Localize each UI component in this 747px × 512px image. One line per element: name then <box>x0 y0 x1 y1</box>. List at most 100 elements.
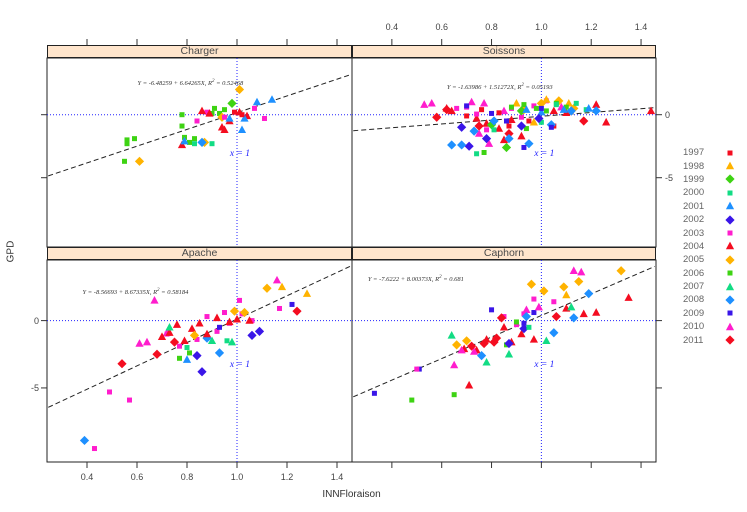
data-point <box>531 103 537 109</box>
y-tick-label-left: 0 <box>33 315 39 326</box>
data-point <box>518 114 524 120</box>
data-point <box>469 126 479 136</box>
data-point <box>209 110 215 116</box>
data-point <box>132 136 137 142</box>
data-point <box>457 122 467 132</box>
data-point <box>522 105 531 113</box>
data-point <box>484 139 494 147</box>
data-point <box>165 328 174 336</box>
data-point <box>526 118 532 124</box>
legend-year-label: 2009 <box>683 307 705 319</box>
data-point <box>548 124 554 130</box>
data-point <box>179 123 185 129</box>
data-point <box>538 119 544 125</box>
data-point <box>484 127 490 133</box>
data-point <box>727 310 733 316</box>
equation-text: Y = -8.56693 + 8.67335X, R2 = 0.58184 <box>82 288 189 297</box>
data-point <box>521 311 532 322</box>
legend-item: 2007 <box>683 280 735 293</box>
data-point <box>227 98 237 108</box>
data-point <box>725 174 735 185</box>
data-point <box>212 313 222 322</box>
data-point <box>496 313 507 323</box>
data-point <box>470 347 479 355</box>
data-point <box>465 380 474 389</box>
data-point <box>92 446 97 452</box>
data-point <box>451 392 457 398</box>
x-tick-label-top: 1.2 <box>584 22 598 32</box>
legend-year-label: 2006 <box>683 267 705 279</box>
data-point <box>725 242 735 250</box>
data-point <box>134 156 145 166</box>
data-point <box>232 314 242 323</box>
data-point <box>474 151 480 157</box>
data-point <box>302 289 312 297</box>
data-point <box>427 99 436 107</box>
data-point <box>122 158 127 164</box>
data-point <box>474 121 484 131</box>
data-point <box>184 345 190 351</box>
legend-year-label: 1997 <box>683 147 705 159</box>
data-point <box>534 302 543 311</box>
data-point <box>526 279 537 289</box>
data-point <box>521 320 527 326</box>
data-point <box>224 338 230 344</box>
x-tick-label-top: 0.8 <box>485 22 498 32</box>
legend-symbol-icon <box>725 335 735 345</box>
legend-symbol-icon <box>725 282 735 290</box>
data-point <box>725 335 735 345</box>
panel-title-apache: Apache <box>181 247 218 259</box>
data-point <box>239 307 250 318</box>
data-point <box>725 161 735 170</box>
legend-symbol-icon <box>725 201 735 210</box>
data-point <box>507 115 516 123</box>
data-point <box>725 201 735 210</box>
data-point <box>262 283 272 293</box>
data-point <box>551 299 557 305</box>
legend-item: 2006 <box>683 267 735 280</box>
legend-year-label: 2000 <box>683 187 705 199</box>
data-point <box>584 289 594 299</box>
data-point <box>529 117 538 126</box>
legend: 1997 1998 1999 2000 2001 2002 2003 2004 2005 2006… <box>683 146 735 347</box>
data-point <box>464 141 474 151</box>
data-point <box>447 140 457 150</box>
legend-symbol-icon <box>725 322 735 330</box>
data-point <box>542 95 551 103</box>
legend-item: 2011 <box>683 333 735 346</box>
data-point <box>479 338 489 349</box>
data-point <box>127 397 132 403</box>
data-point <box>573 100 579 106</box>
data-point <box>222 107 227 113</box>
data-point <box>177 343 182 349</box>
data-point <box>592 308 601 316</box>
data-point <box>220 125 229 134</box>
data-point <box>464 103 470 109</box>
data-point <box>519 324 529 334</box>
data-point <box>526 324 532 330</box>
data-point <box>538 105 544 111</box>
legend-symbol-icon <box>725 242 735 250</box>
data-point <box>245 316 254 324</box>
data-point <box>479 107 485 113</box>
data-point <box>247 330 257 341</box>
data-point <box>549 328 559 338</box>
data-point <box>442 104 451 112</box>
legend-item: 2010 <box>683 320 735 333</box>
legend-symbol-icon <box>727 230 733 236</box>
data-point <box>567 302 576 311</box>
data-point <box>727 270 733 276</box>
data-point <box>543 108 549 114</box>
data-point <box>504 134 514 144</box>
data-point <box>152 349 162 359</box>
data-point <box>182 355 192 363</box>
legend-symbol-icon <box>725 215 735 225</box>
data-point <box>513 322 519 328</box>
y-tick-label-right: 0 <box>665 109 671 120</box>
y-tick-label-left: -5 <box>30 382 39 393</box>
x-tick-label-bottom: 1.4 <box>330 472 344 482</box>
data-point <box>584 104 593 112</box>
legend-item: 2001 <box>683 200 735 213</box>
data-point <box>225 317 234 326</box>
legend-item: 2002 <box>683 213 735 226</box>
